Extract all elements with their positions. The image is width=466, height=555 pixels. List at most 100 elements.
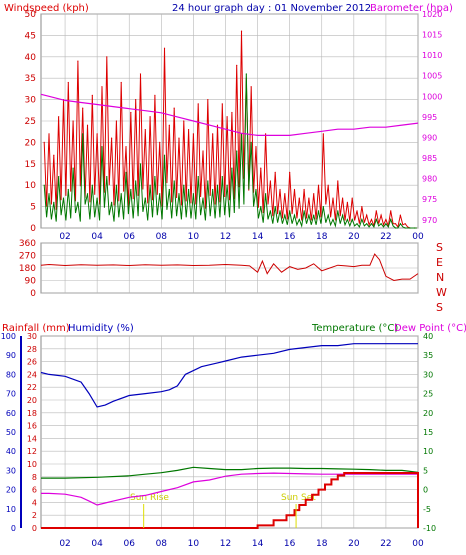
humidity-tick-label: 10 <box>6 505 16 514</box>
windspeed-series-line-point <box>221 103 223 105</box>
sunset-label: Sun Set <box>281 493 316 503</box>
x-tick-label-top: 12 <box>220 232 231 242</box>
barometer-tick-label: 1005 <box>422 72 442 81</box>
windspeed-series-line-point <box>58 116 60 118</box>
compass-letter-label: S <box>436 241 443 254</box>
windspeed-series-line-point <box>231 111 233 114</box>
direction-tick-label: 360 <box>19 239 36 249</box>
x-tick-label-bottom: 12 <box>220 539 231 549</box>
barometer-tick-label: 1015 <box>422 31 442 40</box>
average-wind-series-line-point <box>82 133 84 135</box>
x-tick-label-top: 16 <box>284 232 296 242</box>
average-wind-series-line-point <box>399 223 401 225</box>
windspeed-series-line-point <box>110 137 113 139</box>
windspeed-series-line-point <box>101 86 103 88</box>
windspeed-series-line-point <box>240 30 243 32</box>
average-wind-series-line-point <box>394 227 397 229</box>
barometer-series-line <box>40 93 419 136</box>
windspeed-series-line-point <box>366 214 368 216</box>
windspeed-series-line-point <box>303 188 305 191</box>
temperature-tick-label: 40 <box>423 332 433 341</box>
average-wind-series-line-point <box>178 193 180 195</box>
average-wind-series-line-point <box>390 218 392 221</box>
x-tick-label-top: 04 <box>91 232 103 242</box>
humidity-tick-label: 90 <box>6 351 16 360</box>
windspeed-series-line-point <box>346 201 349 203</box>
windspeed-series-line-point <box>154 94 156 96</box>
average-wind-series-line-point <box>91 184 93 186</box>
windspeed-series-line-point <box>289 171 291 173</box>
compass-letter-label: W <box>436 286 447 299</box>
humidity-tick-label: 30 <box>6 466 16 475</box>
barometer-tick-label: 985 <box>422 154 437 163</box>
windspeed-series-line-point <box>293 188 296 191</box>
windspeed-series-line-point <box>264 133 267 135</box>
average-wind-series-line-point <box>317 210 320 212</box>
windspeed-series-line-point <box>144 128 146 131</box>
rainfall-tick-label: 14 <box>27 434 37 443</box>
windspeed-series-line-point <box>72 120 74 122</box>
average-wind-series-line-point <box>293 214 296 216</box>
windspeed-series-line-point <box>255 146 257 148</box>
windspeed-series-line-point <box>308 197 310 199</box>
windspeed-series-line-point <box>173 107 175 109</box>
temperature-tick-label: 10 <box>423 447 433 456</box>
average-wind-series-line-point <box>183 184 185 186</box>
windspeed-series-line-point <box>317 184 320 186</box>
windspeed-series-line-point <box>356 210 358 212</box>
windspeed-series-line-point <box>322 133 324 135</box>
windspeed-series-line-point <box>236 64 238 66</box>
average-wind-series-line-point <box>409 227 411 229</box>
compass-letter-label: S <box>436 301 443 314</box>
average-wind-series-line-point <box>96 197 98 199</box>
compass-letter-label: E <box>436 256 443 269</box>
average-wind-series-line-point <box>120 193 122 195</box>
humidity-axis-title: Humidity (%) <box>68 323 134 334</box>
temperature-tick-label: 25 <box>423 390 433 399</box>
average-wind-series-line-point <box>226 184 228 186</box>
average-wind-series-line-point <box>264 193 267 195</box>
average-wind-series-line-point <box>216 184 219 186</box>
windspeed-series-line-point <box>149 116 151 118</box>
windspeed-tick-label: 45 <box>25 31 36 41</box>
barometer-tick-label: 1010 <box>422 51 442 60</box>
average-wind-series-line-point <box>149 184 151 186</box>
x-tick-label-bottom: 16 <box>284 539 296 549</box>
windspeed-series-line-point <box>187 128 190 131</box>
rainfall-tick-label: 2 <box>32 511 37 520</box>
x-tick-label-bottom: 08 <box>156 539 168 549</box>
windspeed-series-line-point <box>96 133 98 135</box>
average-wind-series-line-point <box>289 210 291 212</box>
average-wind-series-line-point <box>284 214 286 216</box>
windspeed-tick-label: 50 <box>25 10 37 20</box>
windspeed-series-line-point <box>183 120 185 122</box>
barometer-tick-label: 1000 <box>422 92 442 101</box>
temperature-tick-label: -10 <box>423 524 436 533</box>
average-wind-series-line-point <box>173 180 175 182</box>
average-wind-series-line-point <box>187 188 190 191</box>
average-wind-series-line-point <box>101 146 103 148</box>
windspeed-series-line-point <box>202 150 204 152</box>
x-tick-label-bottom: 06 <box>124 539 136 549</box>
x-tick-label-bottom: 02 <box>59 539 70 549</box>
barometer-tick-label: 980 <box>422 175 437 184</box>
x-tick-label-top: 22 <box>380 232 391 242</box>
average-wind-series-line-point <box>303 210 305 212</box>
average-wind-series-line-point <box>115 184 117 186</box>
windspeed-series-line-point <box>332 197 334 199</box>
temperature-tick-label: 20 <box>423 409 433 418</box>
average-wind-series-line <box>43 73 417 229</box>
windspeed-series-line-point <box>284 193 286 195</box>
windspeed-series-line-point <box>399 214 401 216</box>
x-tick-label-top: 18 <box>316 232 328 242</box>
humidity-tick-label: 70 <box>6 390 16 399</box>
humidity-tick-label: 20 <box>6 486 16 495</box>
barometer-axis-title: Barometer (hpa) <box>370 3 453 14</box>
windspeed-series-line-point <box>120 81 122 84</box>
windspeed-series-line-point <box>216 124 219 126</box>
windspeed-series-line-point <box>250 86 252 88</box>
windspeed-series-line-point <box>404 223 406 225</box>
compass-letter-label: N <box>436 271 444 284</box>
barometer-tick-label: 995 <box>422 113 437 122</box>
sunrise-label: Sun Rise <box>130 493 169 503</box>
